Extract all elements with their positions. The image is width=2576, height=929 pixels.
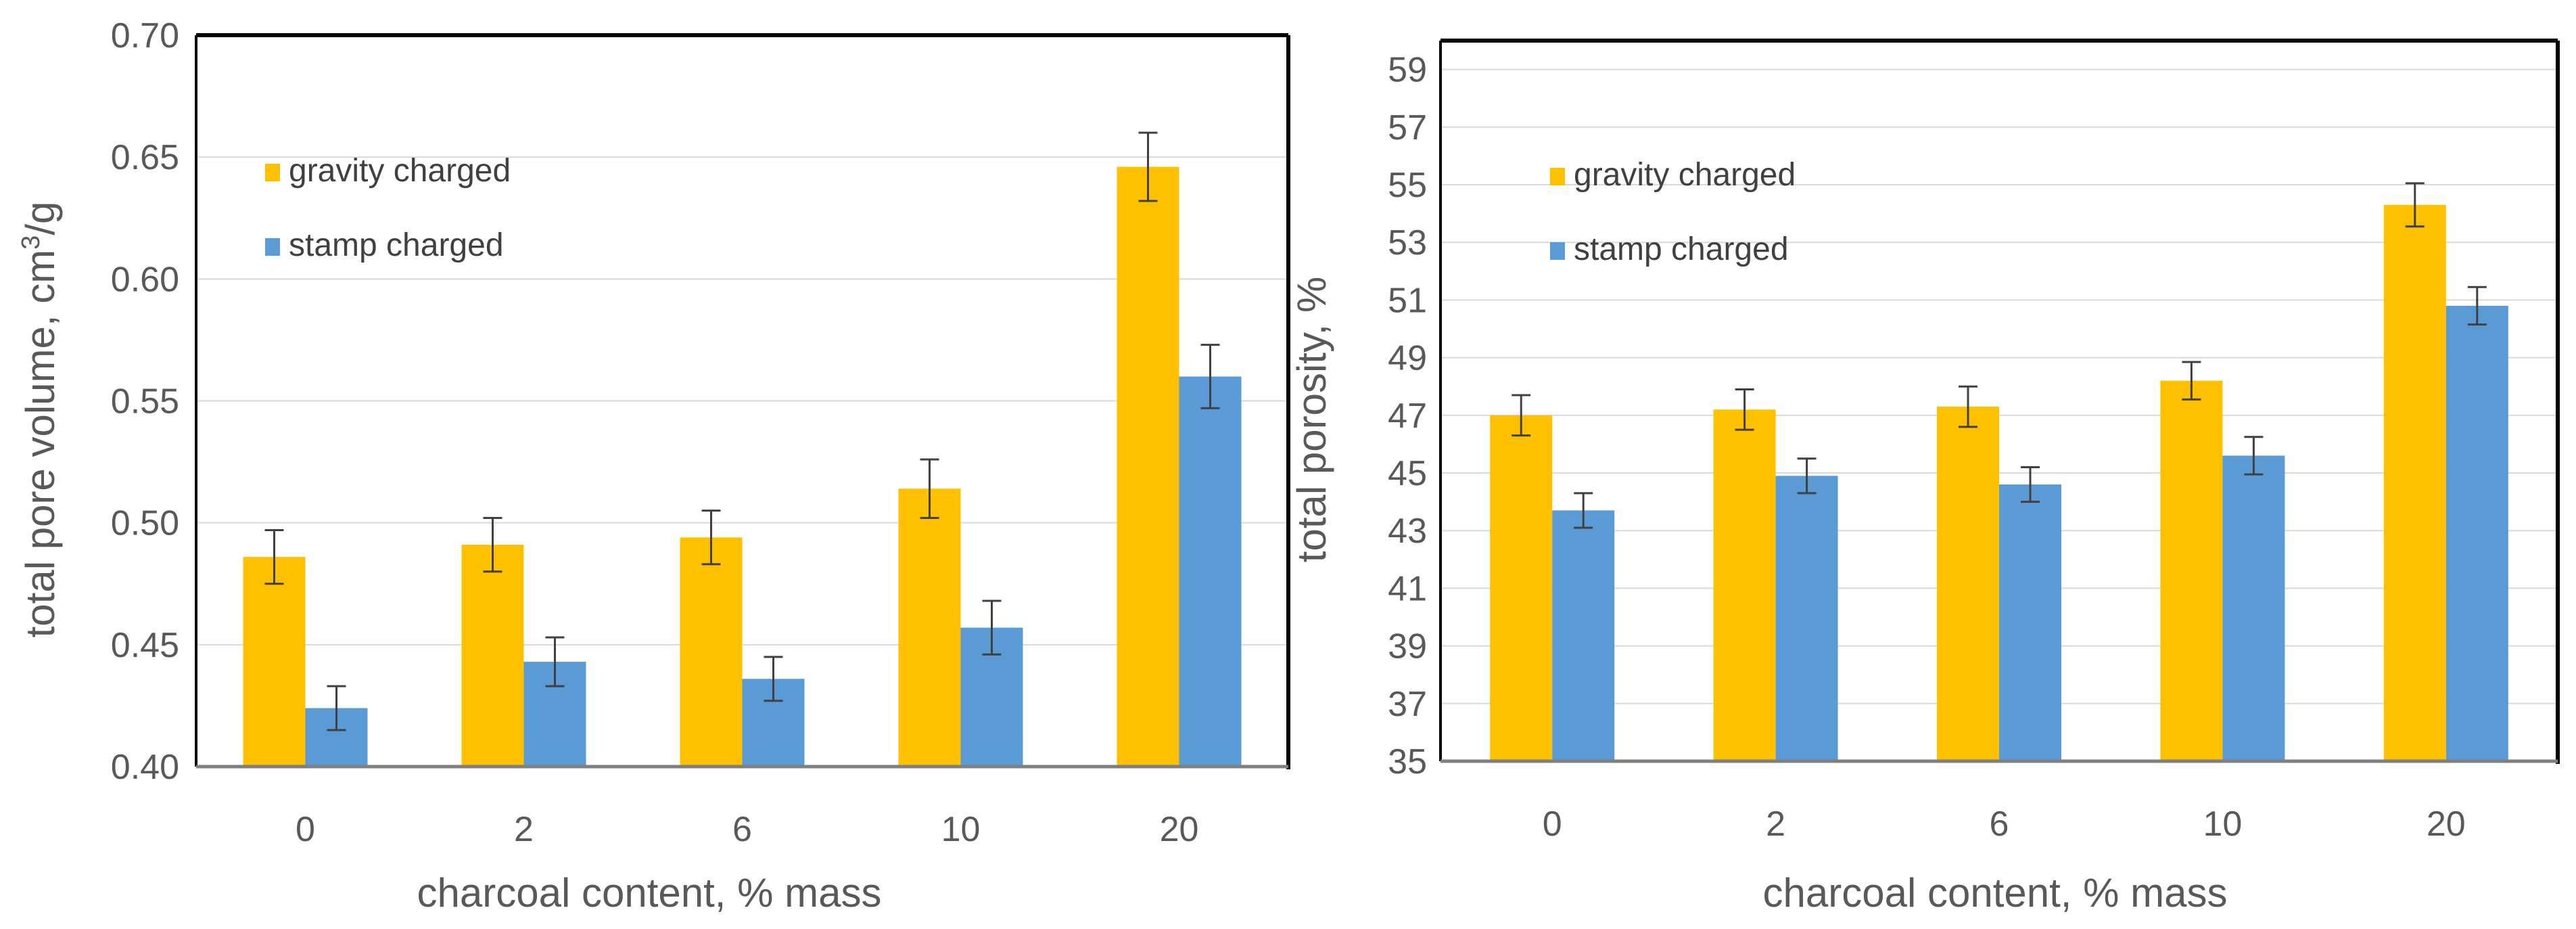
x-tick-label: 20 [1160, 810, 1199, 849]
y-tick-label: 37 [1388, 685, 1427, 724]
error-bar-gravity-10 [2182, 361, 2201, 401]
legend-label-stamp: stamp charged [1574, 231, 1789, 267]
error-bar-gravity-2 [1735, 388, 1754, 431]
y-tick-label: 47 [1388, 396, 1427, 436]
x-tick-label: 6 [732, 810, 752, 849]
y-tick-label: 55 [1388, 166, 1427, 205]
y-axis-title-main: total pore volume, cm [18, 250, 63, 638]
y-tick-labels: 0.40 0.45 0.50 0.55 0.60 0.65 0.70 [111, 16, 179, 787]
bar-stamp-6 [1999, 484, 2061, 761]
x-tick-label: 0 [296, 810, 315, 849]
legend: gravity charged stamp charged [265, 153, 511, 263]
y-tick-label: 0.45 [111, 626, 179, 665]
y-tick-label: 49 [1388, 339, 1427, 378]
x-tick-label: 2 [514, 810, 534, 849]
x-tick-label: 2 [1766, 805, 1785, 844]
legend-label-gravity: gravity charged [1574, 157, 1796, 193]
y-tick-label: 57 [1388, 108, 1427, 148]
y-tick-label: 41 [1388, 569, 1427, 608]
error-bar-gravity-2 [483, 516, 502, 573]
x-tick-labels: 0 2 6 10 20 [296, 810, 1198, 849]
error-bar-stamp-10 [982, 599, 1002, 656]
error-bar-gravity-6 [1959, 385, 1977, 428]
error-bar-gravity-20 [2405, 182, 2425, 228]
bars [1490, 204, 2508, 761]
y-tick-label: 59 [1388, 51, 1427, 90]
bar-stamp-20 [1179, 376, 1242, 767]
error-bar-gravity-0 [1512, 394, 1531, 437]
legend: gravity charged stamp charged [1550, 157, 1796, 267]
x-tick-labels: 0 2 6 10 20 [1543, 805, 2466, 844]
bar-gravity-10 [898, 489, 961, 767]
y-tick-label: 0.70 [111, 16, 179, 55]
error-bar-stamp-2 [545, 636, 565, 687]
bar-stamp-0 [1552, 510, 1615, 761]
legend-swatch-gravity [265, 164, 280, 181]
y-tick-label: 53 [1388, 223, 1427, 263]
error-bar-gravity-20 [1138, 131, 1158, 202]
bar-stamp-20 [2445, 305, 2508, 761]
bar-gravity-0 [1490, 415, 1553, 761]
x-axis-title: charcoal content, % mass [417, 870, 882, 915]
bar-gravity-6 [1937, 407, 1999, 761]
y-tick-label: 0.60 [111, 260, 179, 299]
y-tick-label: 35 [1388, 742, 1427, 781]
error-bar-stamp-20 [1200, 344, 1220, 409]
x-tick-label: 10 [941, 810, 981, 849]
error-bar-stamp-0 [1574, 492, 1593, 529]
error-bar-stamp-2 [1797, 457, 1817, 495]
bar-gravity-6 [680, 537, 743, 767]
pore-volume-chart: 0.40 0.45 0.50 0.55 0.60 0.65 0.70 0 2 6 10 20 gra… [17, 16, 1290, 915]
x-tick-label: 10 [2203, 805, 2242, 844]
error-bars [1512, 182, 2487, 529]
bar-gravity-0 [243, 557, 306, 767]
error-bar-stamp-6 [2021, 466, 2040, 503]
x-tick-label: 20 [2427, 805, 2466, 844]
legend-swatch-gravity [1550, 168, 1565, 185]
y-axis-title: total pore volume, cm3/g [17, 202, 63, 638]
bar-stamp-10 [2222, 455, 2285, 761]
bar-gravity-10 [2160, 380, 2223, 761]
error-bar-gravity-0 [264, 528, 284, 585]
error-bars [264, 131, 1220, 731]
legend-swatch-stamp [265, 238, 280, 256]
y-tick-label: 0.40 [111, 748, 179, 787]
y-tick-label: 0.55 [111, 382, 179, 422]
error-bar-stamp-10 [2244, 436, 2264, 476]
axes [1439, 39, 2560, 764]
legend-label-gravity: gravity charged [289, 153, 511, 189]
x-tick-label: 6 [1990, 805, 2009, 844]
axes [195, 33, 1290, 769]
error-bar-gravity-6 [701, 509, 721, 566]
y-tick-label: 43 [1388, 512, 1427, 551]
bar-gravity-20 [1117, 166, 1179, 767]
y-tick-label: 51 [1388, 281, 1427, 320]
legend-label-stamp: stamp charged [289, 227, 504, 263]
y-tick-label: 39 [1388, 627, 1427, 666]
x-axis-title: charcoal content, % mass [1763, 870, 2228, 915]
bar-gravity-2 [1713, 409, 1776, 761]
error-bar-stamp-0 [327, 685, 346, 731]
y-tick-label: 0.65 [111, 138, 179, 177]
y-axis-title-superscript: 3 [17, 235, 45, 250]
y-axis-title-tail: /g [18, 202, 63, 235]
y-axis-title: total porosity, % [1289, 277, 1334, 562]
legend-swatch-stamp [1550, 242, 1565, 260]
bar-stamp-2 [1775, 476, 1838, 761]
error-bar-stamp-20 [2467, 286, 2487, 326]
y-tick-label: 0.50 [111, 504, 179, 543]
error-bar-stamp-6 [764, 656, 783, 702]
error-bar-gravity-10 [920, 458, 939, 519]
y-tick-labels: 35 37 39 41 43 45 47 49 51 53 55 57 59 [1388, 51, 1427, 781]
x-tick-label: 0 [1543, 805, 1562, 844]
bar-gravity-2 [461, 545, 524, 767]
y-tick-label: 45 [1388, 454, 1427, 493]
porosity-chart: 35 37 39 41 43 45 47 49 51 53 55 57 59 0 2 6 10 20 gravi… [1289, 39, 2560, 915]
bar-gravity-20 [2383, 204, 2446, 761]
